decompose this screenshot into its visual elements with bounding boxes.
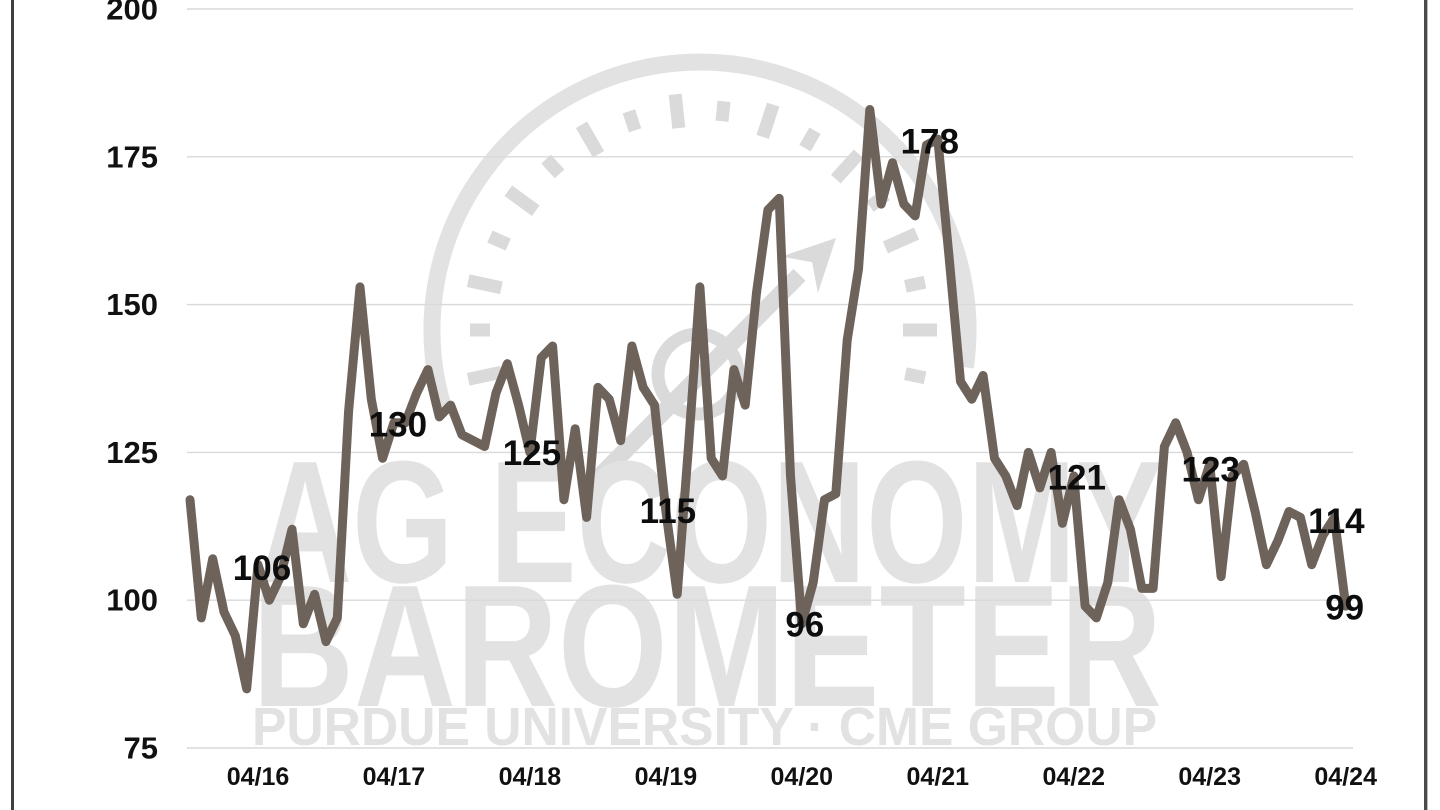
gauge-needle-icon	[591, 268, 806, 484]
watermark-subtitle: PURDUE UNIVERSITY · CME GROUP	[252, 697, 1157, 757]
gauge-tick-icon	[575, 121, 605, 158]
x-axis-labels: 04/16 04/17 04/18 04/19 04/20 04/21 04/22 04/23…	[227, 763, 1377, 791]
x-tick-label: 04/18	[499, 763, 562, 791]
gauge-tick-icon	[541, 154, 565, 179]
gauge-tick-icon	[830, 149, 864, 184]
gauge-tick-icon	[487, 230, 511, 251]
gauge-tick-icon	[799, 127, 821, 152]
gauge-tick-icon	[504, 185, 540, 216]
x-tick-label: 04/24	[1314, 763, 1377, 791]
gauge-tick-icon	[668, 93, 686, 129]
y-tick-label: 200	[106, 0, 158, 27]
data-label-130: 130	[369, 405, 427, 444]
watermark-title-line2: BAROMETER	[252, 548, 1162, 743]
slide-border-left	[11, 0, 14, 810]
x-tick-label: 04/22	[1043, 763, 1106, 791]
slide-border-right	[1424, 0, 1427, 810]
data-label-123: 123	[1181, 451, 1239, 490]
data-label-99: 99	[1325, 589, 1364, 628]
y-axis-labels: 200 175 150 125 100 75	[106, 0, 158, 766]
gauge-tick-icon	[466, 365, 503, 386]
y-tick-label: 125	[106, 435, 158, 470]
data-label-178: 178	[901, 123, 959, 162]
gauge-needle-head-icon	[781, 238, 836, 293]
x-tick-label: 04/16	[227, 763, 290, 791]
y-tick-label: 75	[124, 731, 158, 766]
barometer-line-series	[185, 105, 1351, 694]
gauge-tick-icon	[622, 109, 642, 133]
data-label-125: 125	[503, 434, 561, 473]
data-label-114: 114	[1308, 502, 1365, 541]
data-label-115: 115	[640, 492, 696, 531]
x-tick-label: 04/21	[907, 763, 970, 791]
data-label-96: 96	[785, 605, 824, 644]
gridlines	[187, 8, 1353, 749]
gauge-tick-icon	[466, 274, 503, 295]
x-tick-label: 04/17	[363, 763, 426, 791]
y-tick-label: 100	[106, 583, 158, 618]
x-tick-label: 04/20	[771, 763, 834, 791]
gauge-tick-icon	[904, 367, 927, 385]
gauge-tick-icon	[756, 102, 780, 139]
data-label-121: 121	[1048, 459, 1106, 498]
gauge-tick-icon	[715, 100, 731, 122]
data-label-106: 106	[233, 549, 291, 588]
y-tick-label: 175	[106, 139, 158, 174]
x-tick-label: 04/23	[1178, 763, 1241, 791]
y-tick-label: 150	[106, 287, 158, 322]
x-tick-label: 04/19	[635, 763, 698, 791]
gauge-tick-icon	[882, 227, 920, 254]
gauge-tick-icon	[904, 275, 927, 293]
data-point-labels: 106 130 125 115 96 178 121 123 114 99	[233, 123, 1365, 645]
barometer-line	[185, 105, 1351, 694]
